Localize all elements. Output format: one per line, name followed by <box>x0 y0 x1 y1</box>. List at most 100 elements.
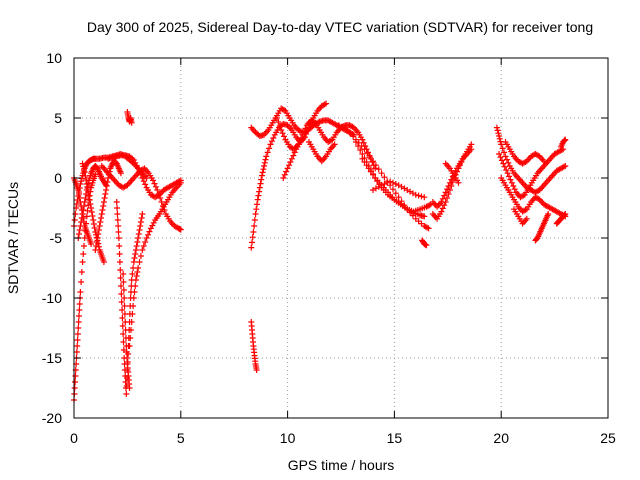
data-point <box>113 199 120 205</box>
data-point <box>80 251 87 257</box>
data-point <box>120 331 127 337</box>
data-point <box>287 159 294 165</box>
data-point <box>72 211 79 217</box>
data-point <box>117 275 124 281</box>
data-point <box>74 337 81 343</box>
data-point <box>357 147 364 153</box>
data-point <box>136 227 143 233</box>
data-point <box>129 311 136 317</box>
data-point <box>120 287 127 293</box>
data-point <box>93 243 100 249</box>
data-point <box>117 170 124 177</box>
data-point <box>122 319 129 325</box>
data-point <box>363 162 370 169</box>
data-point <box>501 163 508 170</box>
data-point <box>249 239 255 246</box>
data-point <box>92 247 99 253</box>
data-point <box>121 303 128 309</box>
data-point <box>284 165 291 172</box>
data-point <box>95 231 102 237</box>
data-point <box>365 165 372 172</box>
data-point <box>361 146 368 153</box>
data-point <box>264 149 271 156</box>
data-point <box>140 178 147 185</box>
data-point <box>355 139 362 146</box>
data-point <box>446 187 453 193</box>
data-point <box>253 367 260 373</box>
data-point <box>75 187 82 193</box>
data-point <box>258 172 265 179</box>
data-point <box>259 169 266 176</box>
data-point <box>301 134 308 141</box>
data-point <box>83 213 90 220</box>
series-arc-28 <box>496 146 567 201</box>
data-point <box>115 235 122 241</box>
y-tick-label: -20 <box>42 410 62 426</box>
data-point <box>503 167 510 173</box>
data-point <box>132 277 139 283</box>
data-point <box>283 168 290 175</box>
data-point <box>251 223 258 229</box>
y-tick-label: -10 <box>42 290 62 306</box>
data-point <box>507 176 514 183</box>
data-point <box>120 339 127 345</box>
data-point <box>103 187 110 193</box>
data-point <box>150 177 157 184</box>
data-point <box>281 171 288 178</box>
data-point <box>249 234 256 241</box>
data-point <box>81 169 88 175</box>
data-point <box>127 327 134 333</box>
data-point <box>76 195 83 201</box>
data-point <box>262 156 269 163</box>
data-point <box>438 199 445 205</box>
data-point <box>78 219 85 225</box>
data-point <box>78 215 85 221</box>
data-point <box>135 235 142 241</box>
data-point <box>365 149 372 156</box>
data-point <box>100 199 107 205</box>
data-point <box>72 373 79 379</box>
data-point <box>123 349 130 355</box>
grid-lines <box>74 58 608 418</box>
data-point <box>71 385 78 391</box>
data-point <box>119 323 126 329</box>
data-point <box>562 163 569 169</box>
data-points <box>71 100 569 403</box>
data-point <box>75 231 82 237</box>
data-point <box>115 229 122 235</box>
data-point <box>445 183 452 189</box>
data-point <box>78 279 85 285</box>
data-point <box>421 194 428 201</box>
data-point <box>80 243 87 249</box>
data-point <box>302 125 309 132</box>
data-point <box>251 217 258 223</box>
series-arc-29 <box>498 175 569 220</box>
data-point <box>545 211 552 217</box>
data-point <box>145 231 152 238</box>
data-point <box>505 159 512 166</box>
data-point <box>260 166 267 173</box>
series-arc-34 <box>502 139 547 167</box>
data-point <box>506 173 513 180</box>
data-point <box>123 343 130 349</box>
data-point <box>389 186 396 193</box>
data-point <box>177 226 184 233</box>
data-point <box>561 137 568 144</box>
data-point <box>79 160 86 167</box>
data-point <box>389 179 396 186</box>
data-point <box>392 181 399 187</box>
data-point <box>100 259 107 265</box>
data-point <box>78 269 85 275</box>
data-point <box>364 150 371 157</box>
data-point <box>154 187 161 193</box>
data-point <box>76 301 83 307</box>
data-point <box>139 175 146 181</box>
data-point <box>132 283 139 289</box>
data-point <box>83 191 90 197</box>
data-point <box>441 192 448 199</box>
data-point <box>136 259 143 265</box>
y-tick-label: 10 <box>46 50 62 66</box>
data-point <box>501 149 508 156</box>
data-point <box>119 315 126 321</box>
data-point <box>372 162 379 169</box>
